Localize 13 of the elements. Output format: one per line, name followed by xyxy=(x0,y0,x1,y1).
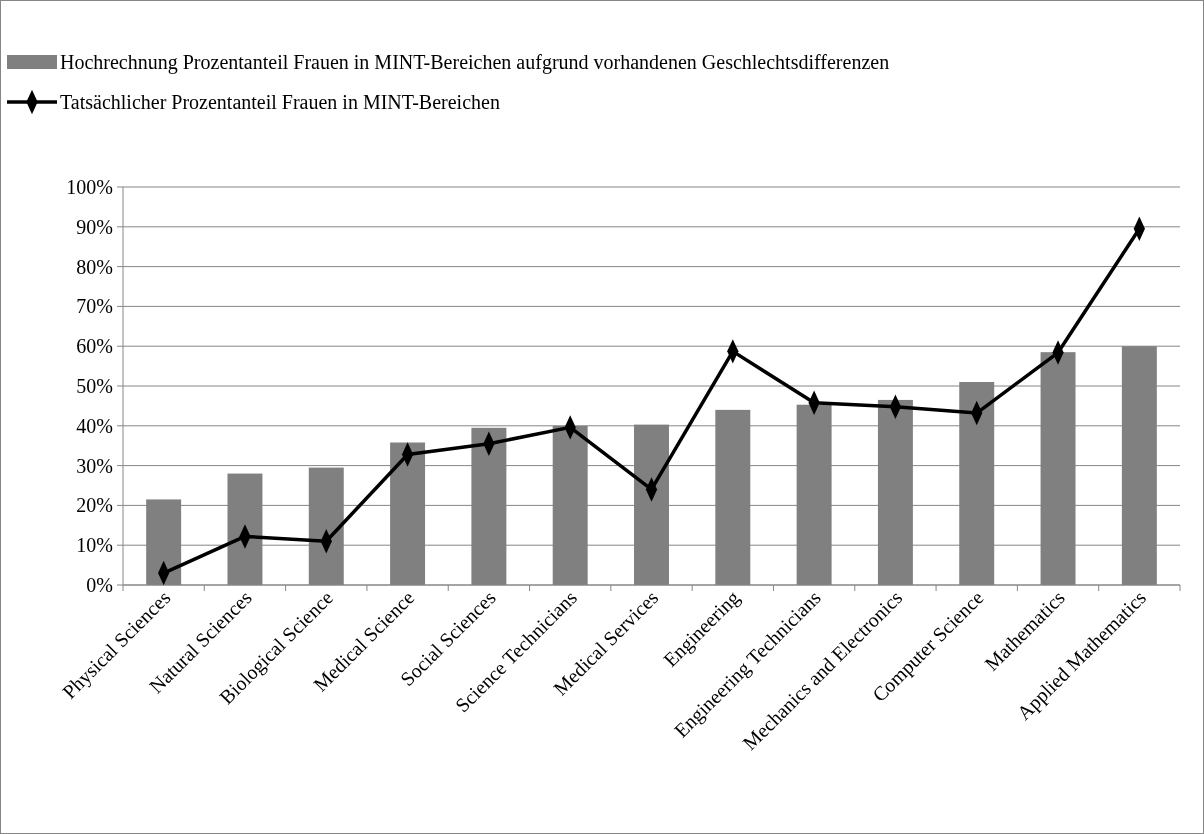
y-tick-label: 60% xyxy=(76,335,113,358)
y-tick-label: 10% xyxy=(76,534,113,557)
legend-label: Tatsächlicher Prozentanteil Frauen in MINT-Bereichen xyxy=(60,91,500,113)
y-tick-label: 100% xyxy=(66,176,113,198)
y-tick-label: 20% xyxy=(76,494,113,517)
y-tick-label: 80% xyxy=(76,255,113,278)
y-tick-label: 90% xyxy=(76,215,113,238)
y-tick-label: 30% xyxy=(76,454,113,477)
y-tick-label: 70% xyxy=(76,295,113,318)
y-tick-label: 40% xyxy=(76,414,113,437)
y-tick-label: 0% xyxy=(86,574,113,596)
legend-label: Hochrechnung Prozentanteil Frauen in MINT-Bereichen aufgrund vorhandenen Geschlechtsdifferenzen xyxy=(60,51,890,74)
y-tick-label: 50% xyxy=(76,375,113,397)
